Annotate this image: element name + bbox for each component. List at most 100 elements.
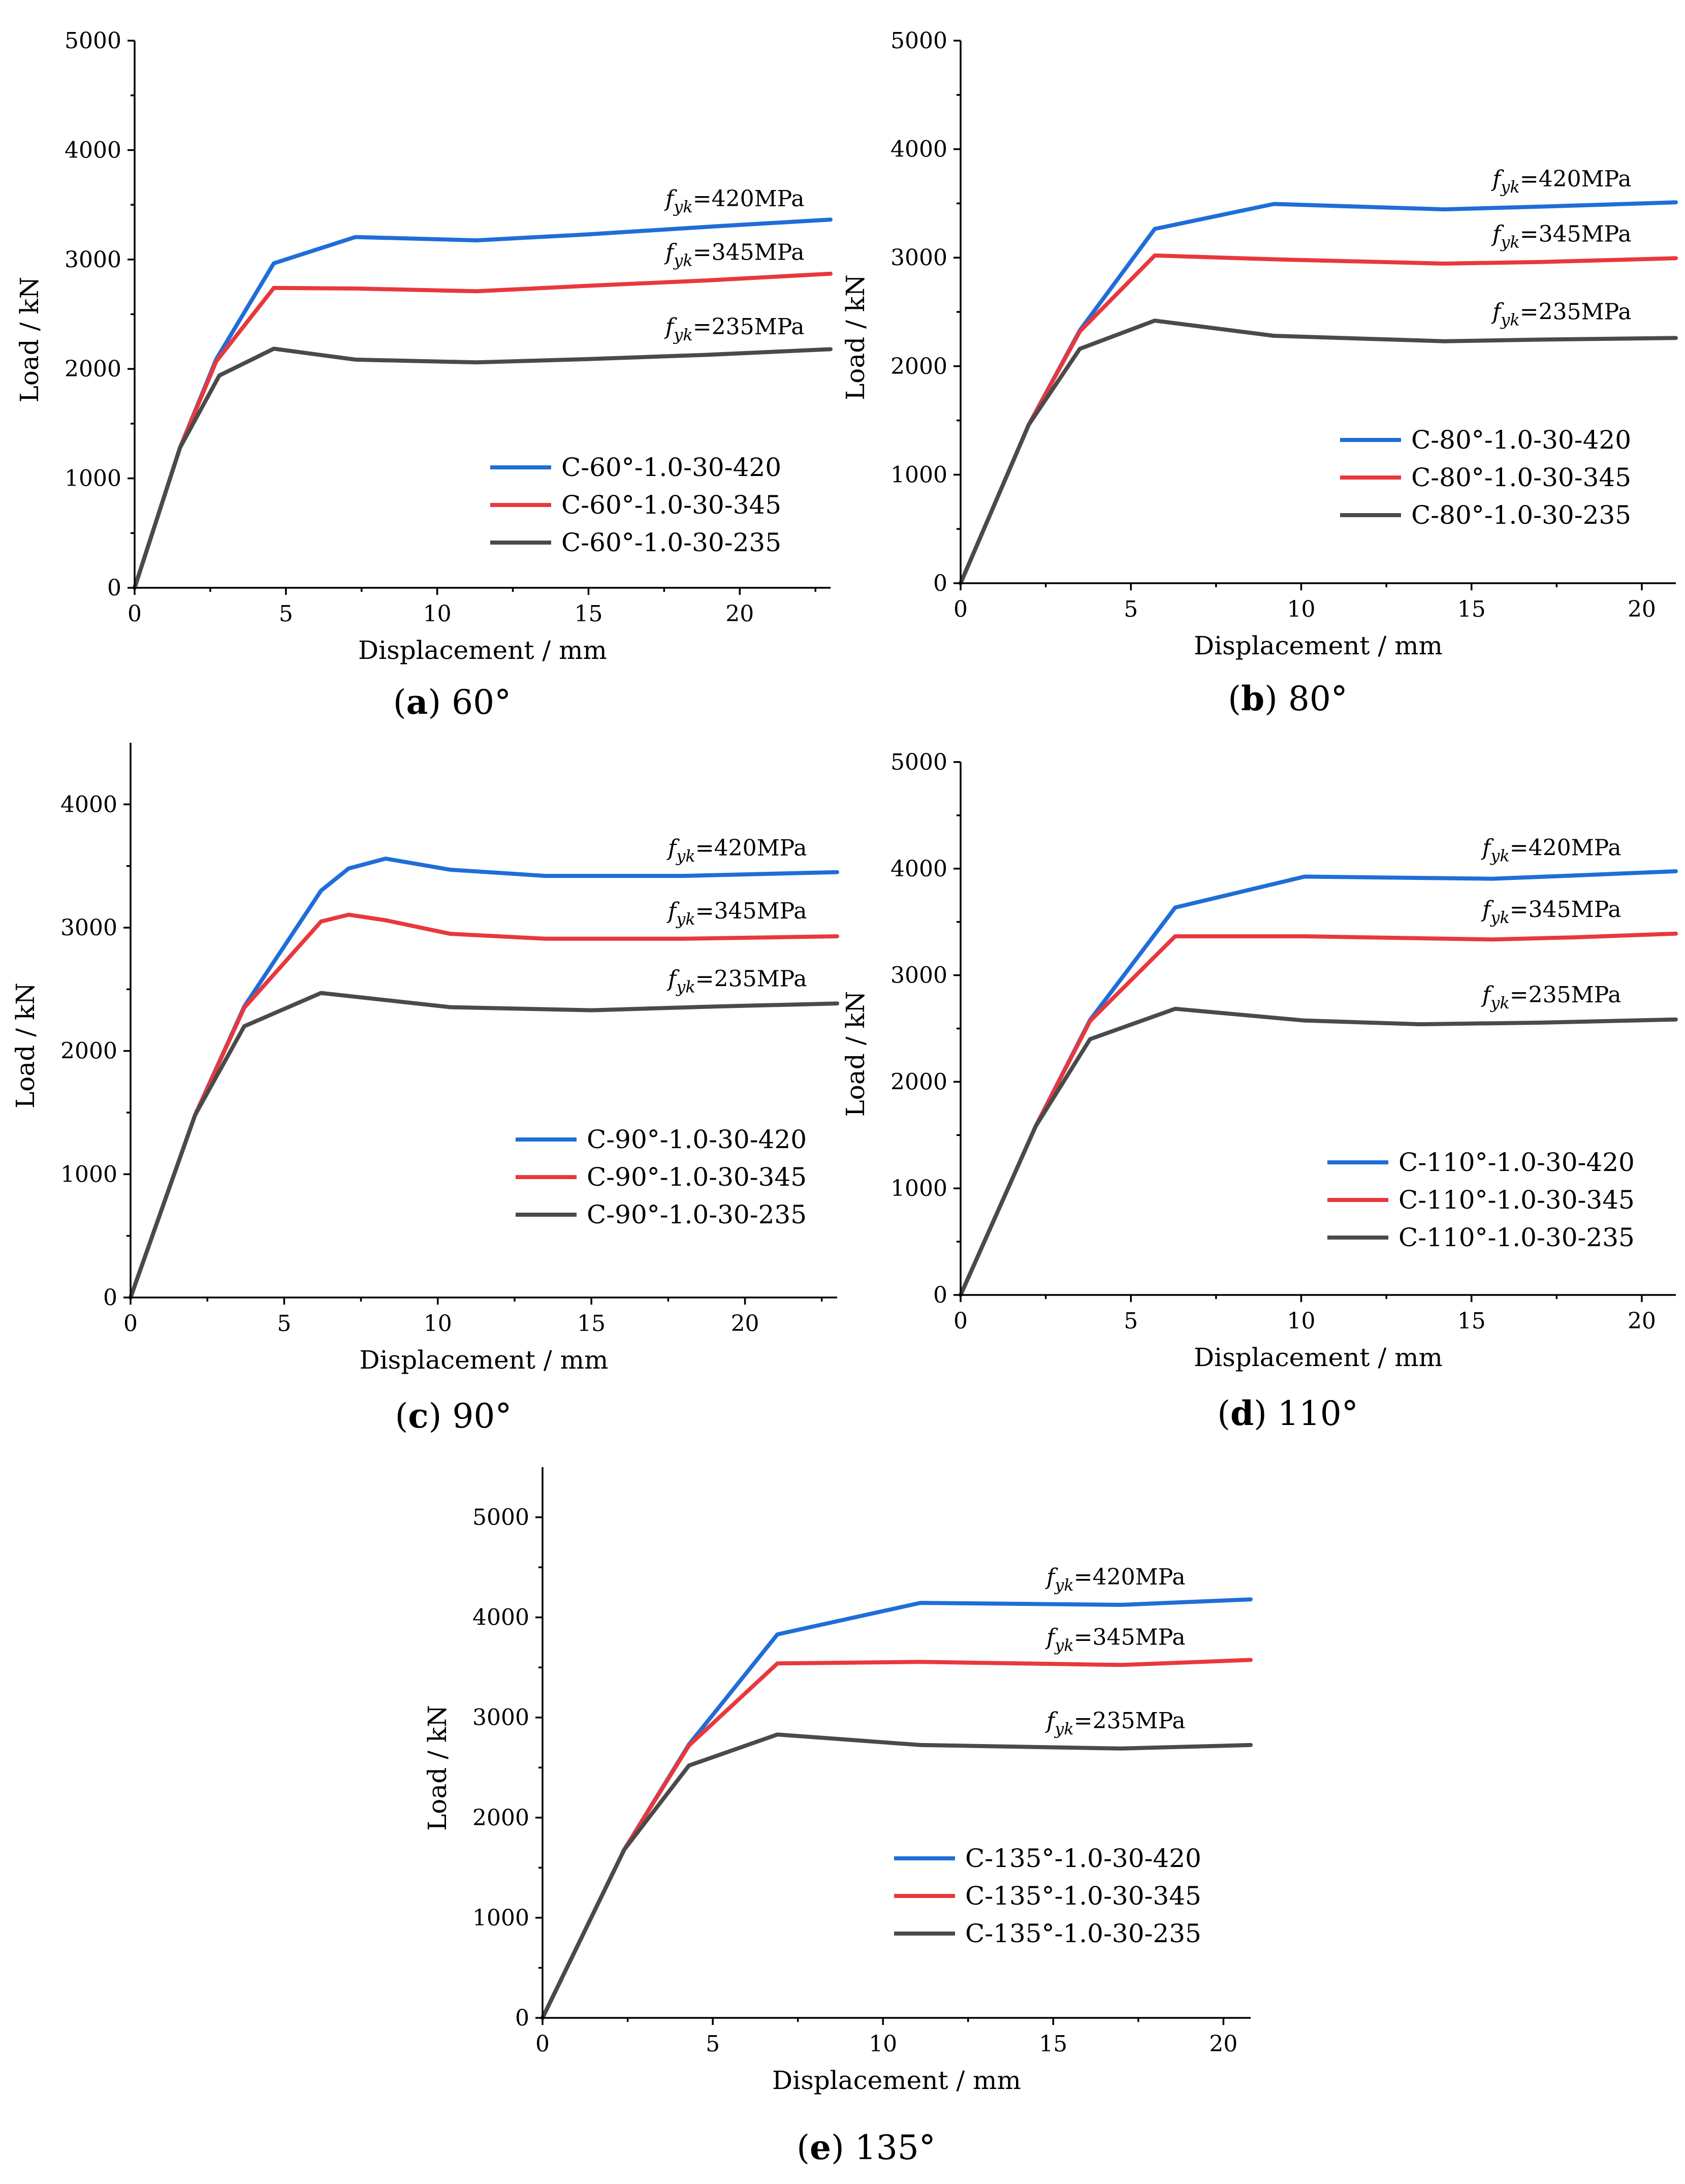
panel-caption: (e) 135°: [797, 2128, 935, 2167]
caption-open: (: [395, 1397, 408, 1436]
fyk-annotation-3: fyk=235MPa: [1045, 1708, 1186, 1738]
y-tick-label: 1000: [60, 1161, 117, 1187]
annot-value: =420MPa: [695, 835, 807, 861]
series-line-2: [133, 271, 833, 590]
y-tick-label: 0: [107, 575, 121, 601]
x-tick-label: 10: [423, 601, 452, 627]
y-tick-label: 2000: [891, 1069, 947, 1095]
annot-value: =345MPa: [695, 898, 807, 924]
x-axis-title: Displacement / mm: [1194, 631, 1443, 660]
x-tick-label: 15: [574, 601, 602, 627]
x-tick-label: 5: [279, 601, 293, 627]
caption-open: (: [797, 2128, 810, 2167]
annot-value: =420MPa: [1510, 835, 1622, 861]
annot-value: =420MPa: [1074, 1564, 1186, 1590]
y-tick-label: 5000: [891, 28, 947, 54]
caption-open: (: [1217, 1394, 1230, 1433]
annot-sub: yk: [1054, 1719, 1073, 1738]
caption-letter: b: [1241, 679, 1264, 718]
annot-sub: yk: [675, 977, 695, 996]
y-tick-label: 3000: [472, 1705, 529, 1731]
series-lines: [133, 217, 833, 590]
annot-value: =235MPa: [693, 314, 805, 340]
x-tick-label: 15: [577, 1311, 606, 1337]
caption-text: 110°: [1267, 1394, 1358, 1433]
annot-sub: yk: [1489, 908, 1509, 927]
caption-text: 135°: [844, 2128, 936, 2167]
annotations: fyk=420MPa fyk=345MPa fyk=235MPa: [666, 835, 807, 996]
y-axis: 0 1000 2000 3000 4000: [60, 743, 132, 1311]
x-tick-label: 15: [1457, 596, 1486, 622]
annotations: fyk=420MPa fyk=345MPa fyk=235MPa: [1491, 166, 1632, 330]
legend-label-2: C-90°-1.0-30-345: [587, 1162, 807, 1192]
y-axis-title: Load / kN: [842, 274, 870, 400]
series-lines: [541, 1597, 1253, 2020]
fyk-annotation-2: fyk=345MPa: [1481, 897, 1622, 927]
series-line-3: [959, 1006, 1678, 1297]
series-lines: [129, 857, 839, 1300]
series-lines: [959, 869, 1678, 1297]
y-tick-label: 0: [933, 571, 947, 596]
annot-sub: yk: [1500, 177, 1519, 197]
legend-label-3: C-80°-1.0-30-235: [1411, 500, 1631, 530]
annotations: fyk=420MPa fyk=345MPa fyk=235MPa: [1045, 1564, 1186, 1738]
y-tick-label: 4000: [60, 792, 117, 817]
caption-letter: a: [406, 682, 428, 722]
x-axis-title: Displacement / mm: [772, 2066, 1021, 2095]
x-axis: 0 5 10 15 20: [535, 2017, 1251, 2057]
y-tick-label: 2000: [60, 1038, 117, 1064]
y-axis: 0 1000 2000 3000 4000 5000: [65, 28, 136, 601]
y-axis: 0 1000 2000 3000 4000 5000: [891, 28, 962, 596]
x-axis-title: Displacement / mm: [1194, 1343, 1443, 1372]
fyk-annotation-3: fyk=235MPa: [1481, 982, 1622, 1012]
y-tick-label: 4000: [891, 137, 947, 163]
series-line-2: [129, 912, 839, 1300]
annot-value: =345MPa: [693, 240, 805, 266]
fyk-annotation-3: fyk=235MPa: [1491, 299, 1632, 329]
y-tick-label: 4000: [472, 1605, 529, 1631]
chart-panel-a: 0 5 10 15 20 0 1000 2000 3000 4000 5000 fyk=420MP…: [15, 28, 833, 722]
fyk-annotation-2: fyk=345MPa: [666, 898, 807, 929]
legend: C-135°-1.0-30-420 C-135°-1.0-30-345 C-135°…: [894, 1844, 1201, 1948]
x-axis-title: Displacement / mm: [360, 1345, 609, 1375]
x-tick-label: 15: [1039, 2031, 1067, 2057]
caption-text: 80°: [1278, 679, 1348, 718]
x-tick-label: 10: [1287, 1308, 1315, 1334]
panel-caption: (a) 60°: [393, 682, 511, 722]
annot-sub: yk: [675, 846, 695, 866]
x-tick-label: 0: [535, 2031, 550, 2057]
y-tick-label: 4000: [891, 856, 947, 882]
annot-sub: yk: [673, 197, 692, 216]
x-tick-label: 20: [1628, 596, 1656, 622]
x-axis: 0 5 10 15 20: [953, 1294, 1676, 1334]
legend-label-1: C-80°-1.0-30-420: [1411, 425, 1631, 455]
fyk-annotation-1: fyk=420MPa: [1491, 166, 1632, 197]
y-axis: 0 1000 2000 3000 4000 5000: [472, 1467, 544, 2031]
annotations: fyk=420MPa fyk=345MPa fyk=235MPa: [664, 186, 805, 344]
fyk-annotation-3: fyk=235MPa: [664, 314, 805, 344]
caption-letter: e: [810, 2128, 831, 2167]
y-axis-title: Load / kN: [423, 1705, 452, 1831]
caption-close: ): [429, 1397, 442, 1436]
fyk-annotation-2: fyk=345MPa: [1491, 221, 1632, 252]
caption-open: (: [1228, 679, 1241, 718]
y-tick-label: 0: [103, 1285, 117, 1311]
annotations: fyk=420MPa fyk=345MPa fyk=235MPa: [1481, 835, 1622, 1012]
y-tick-label: 1000: [891, 462, 947, 488]
y-tick-label: 5000: [65, 28, 121, 54]
annot-sub: yk: [673, 251, 692, 270]
legend-label-2: C-135°-1.0-30-345: [965, 1881, 1201, 1911]
fyk-annotation-1: fyk=420MPa: [1481, 835, 1622, 865]
series-line-3: [541, 1732, 1253, 2020]
panel-caption: (b) 80°: [1228, 679, 1348, 718]
annot-value: =345MPa: [1074, 1624, 1186, 1650]
series-line-3: [133, 346, 833, 590]
chart-panel-e: 0 5 10 15 20 0 1000 2000 3000 4000 5000 fyk=420MP…: [423, 1467, 1253, 2167]
annot-value: =235MPa: [1510, 982, 1622, 1008]
series-lines: [959, 200, 1678, 585]
caption-text: 90°: [441, 1397, 512, 1436]
fyk-annotation-3: fyk=235MPa: [666, 966, 807, 996]
legend-label-3: C-135°-1.0-30-235: [965, 1919, 1201, 1948]
x-axis: 0 5 10 15 20: [128, 587, 831, 627]
x-tick-label: 20: [725, 601, 754, 627]
